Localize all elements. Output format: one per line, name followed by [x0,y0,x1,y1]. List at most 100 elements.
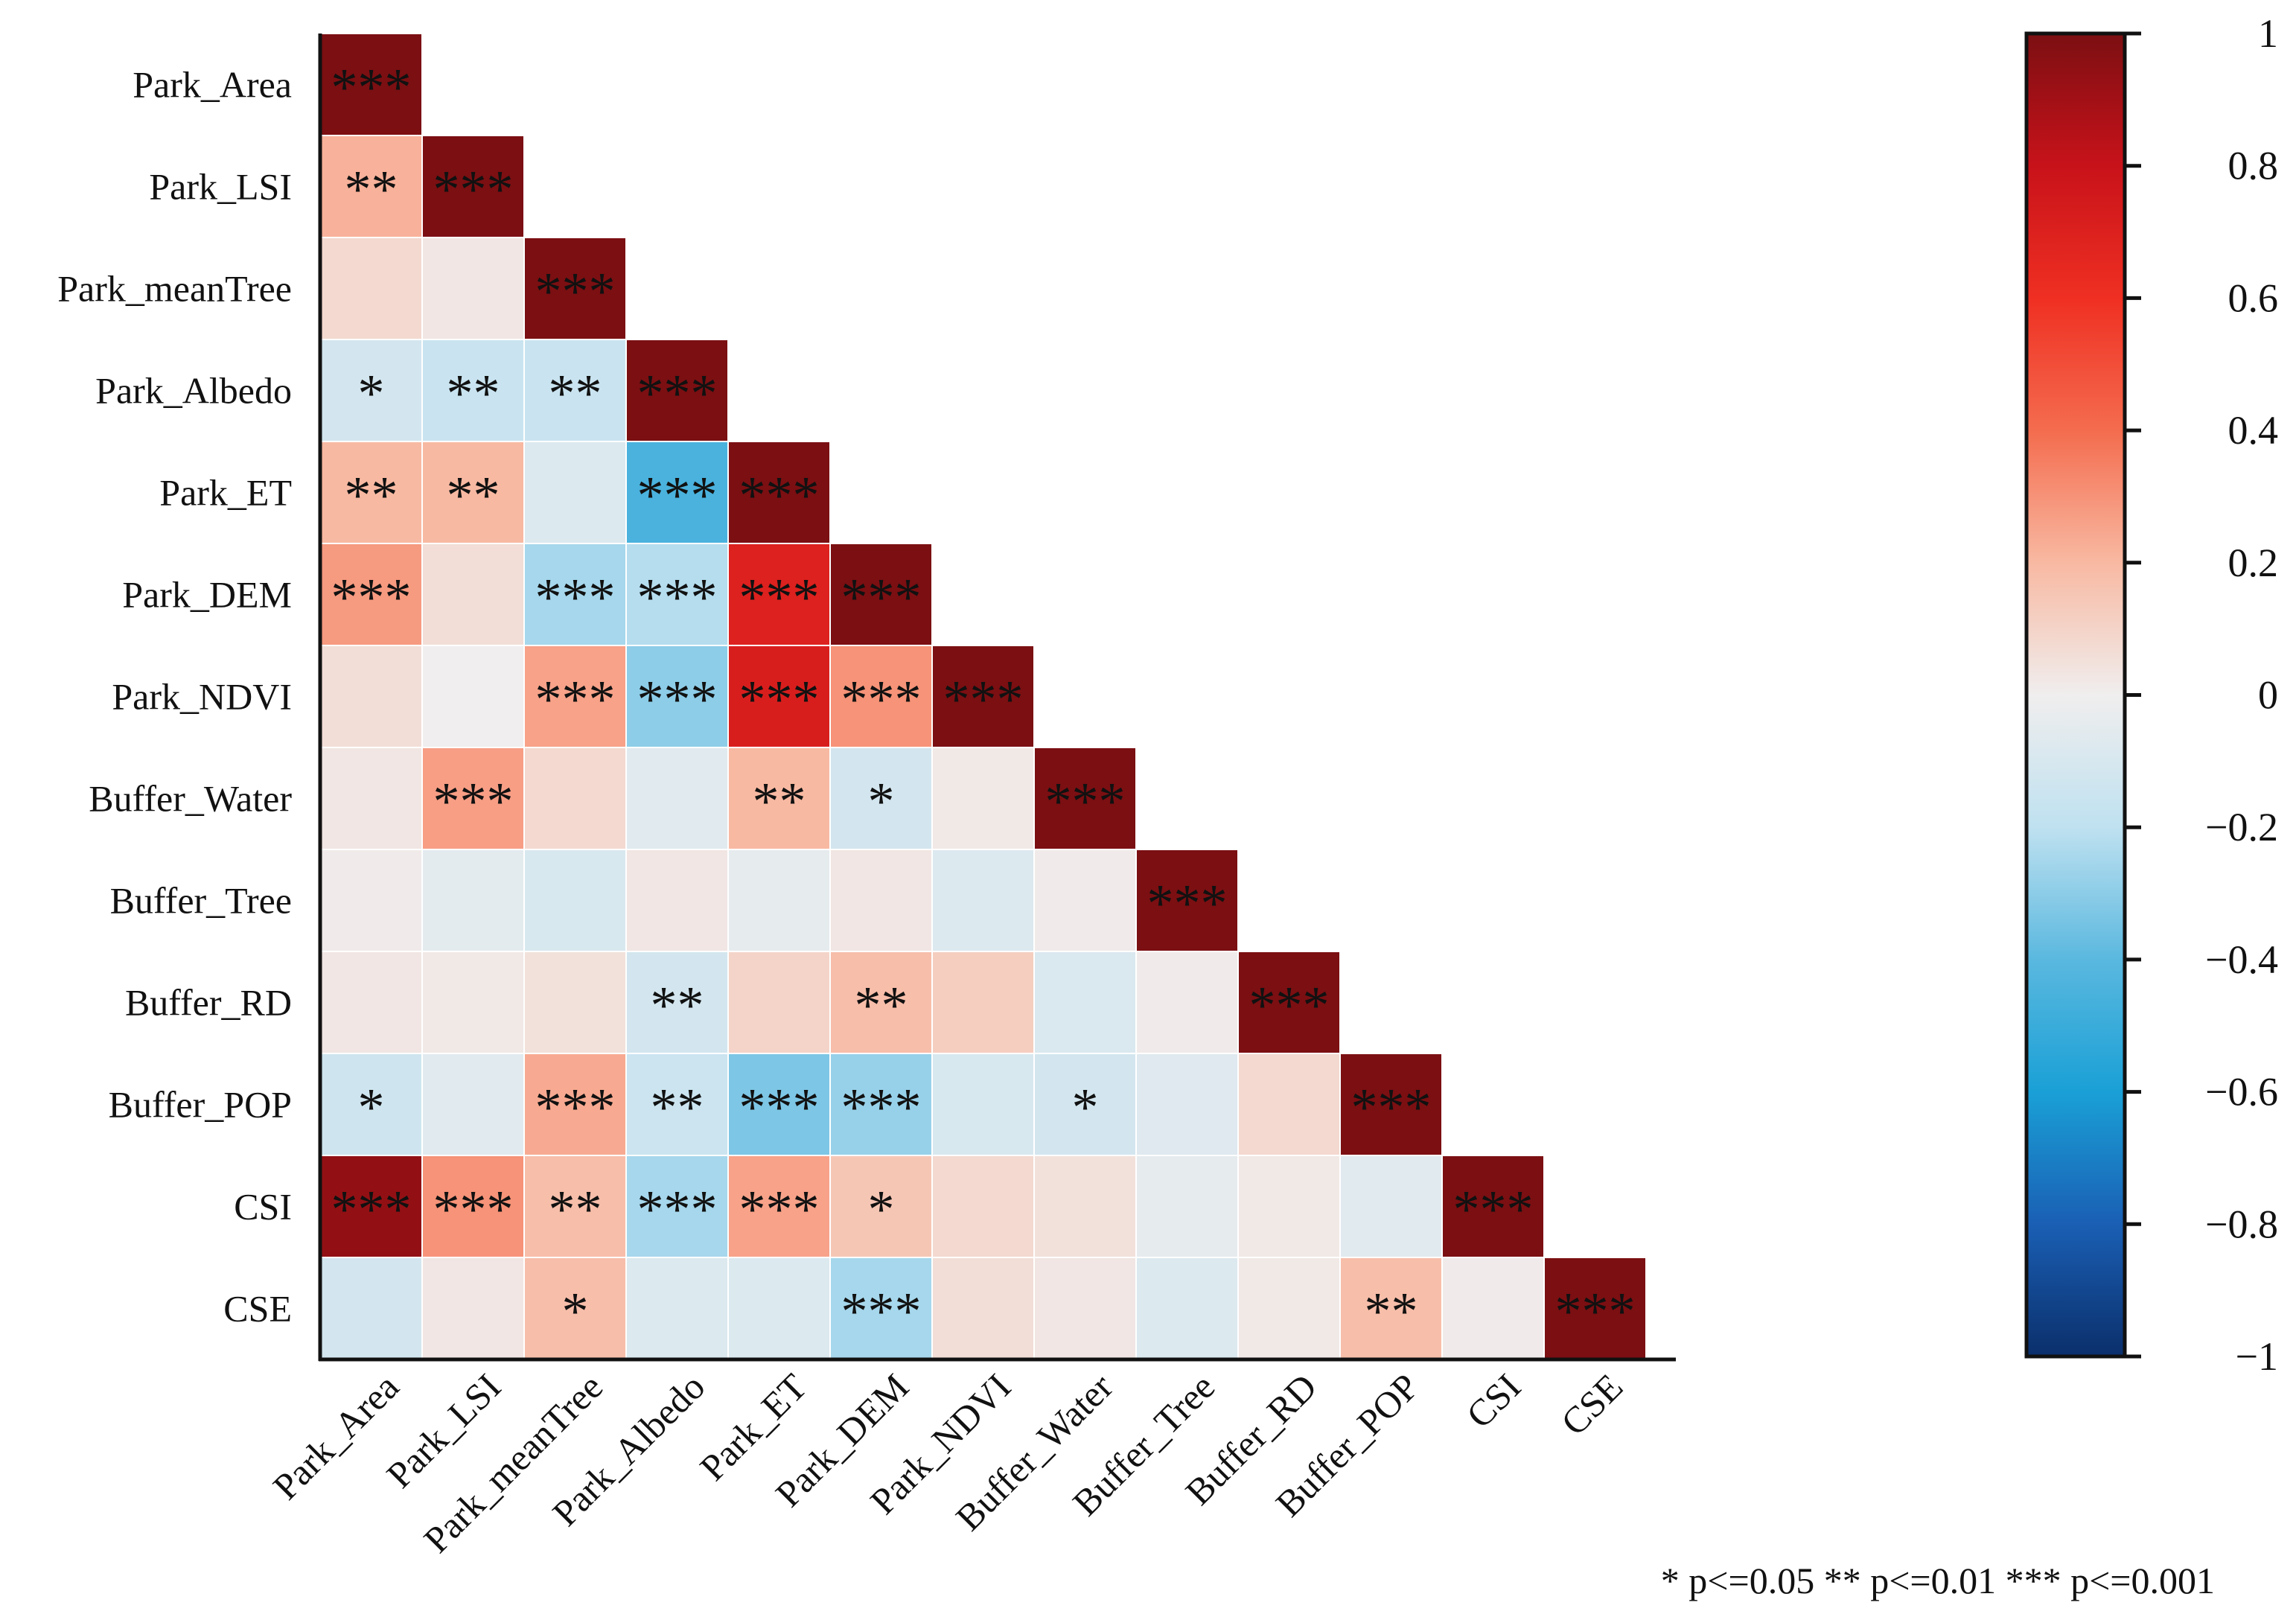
significance-star: *** [841,568,922,628]
heatmap-cell [421,849,525,952]
row-label: CSI [234,1186,292,1228]
colorbar-tick-label: 0.2 [2228,540,2279,585]
significance-star: * [868,1180,895,1240]
row-label: Park_DEM [122,574,292,616]
row-label: Park_Area [133,64,292,106]
significance-star: *** [637,670,718,730]
heatmap-cell [523,849,627,952]
heatmap-cell [319,849,423,952]
heatmap-cell [1135,1053,1239,1156]
row-label: Buffer_Water [89,778,292,820]
colorbar-tick-label: 0 [2258,673,2278,718]
significance-star: *** [739,670,820,730]
column-label: Park_Area [265,1365,407,1508]
row-label: Park_LSI [149,166,292,208]
colorbar-tick-label: −0.6 [2205,1070,2278,1114]
significance-star: *** [943,670,1024,730]
heatmap-cell [931,1053,1035,1156]
row-label: Park_NDVI [112,676,292,718]
significance-star: *** [433,1180,514,1240]
significance-star: ** [345,466,398,526]
heatmap-cell [625,543,729,646]
heatmap-cell [1135,1155,1239,1258]
heatmap-cell [1441,1257,1545,1360]
heatmap-cell [931,645,1035,748]
heatmap-cell [931,951,1035,1054]
heatmap-cell [421,135,525,238]
colorbar-tick-label: −0.4 [2205,937,2278,982]
colorbar-tick-label: 1 [2258,11,2278,56]
heatmap-cell [727,543,831,646]
heatmap-cell [829,543,933,646]
significance-star: *** [1453,1180,1534,1240]
heatmap-cell [625,645,729,748]
heatmap-cell [1033,951,1137,1054]
row-label: Buffer_RD [125,982,292,1024]
heatmap-cell [523,237,627,340]
row-label: Buffer_POP [109,1084,292,1126]
heatmap-cell [523,543,627,646]
heatmap-cell [319,747,423,850]
significance-star: *** [1351,1078,1432,1138]
heatmap-cell [625,951,729,1054]
significance-star: *** [1045,772,1126,832]
heatmap-cell [829,951,933,1054]
significance-star: *** [433,772,514,832]
column-label: Park_meanTree [415,1365,610,1560]
heatmap-cell [523,951,627,1054]
significance-star: ** [651,976,704,1036]
significance-star: *** [331,58,412,118]
significance-star: *** [739,1180,820,1240]
significance-star: * [358,1078,385,1138]
significance-star: *** [637,568,718,628]
significance-star: ** [753,772,806,832]
colorbar-ticks: 1 0.8 0.6 0.4 0.2 0 −0.2 −0.4 −0.6 −0.8 −1 [2125,11,2278,1379]
colorbar-tick-label: −0.8 [2205,1202,2278,1246]
significance-star: *** [841,670,922,730]
significance-star: *** [739,1078,820,1138]
significance-star: ** [855,976,908,1036]
heatmap-cell [727,849,831,952]
column-label: CSI [1458,1365,1529,1436]
row-label: Buffer_Tree [110,880,292,922]
heatmap-cell [319,1053,423,1156]
heatmap-cell [319,135,423,238]
heatmap-cell [1237,1053,1341,1156]
heatmap-cell [421,441,525,544]
significance-star: *** [433,160,514,220]
heatmap-cell [829,1053,933,1156]
significance-star: ** [549,1180,602,1240]
heatmap-cell [829,849,933,952]
heatmap-cell [1135,1257,1239,1360]
heatmap-cell [1237,951,1341,1054]
significance-star: *** [739,466,820,526]
heatmap-cell [931,1155,1035,1258]
row-label: Park_ET [159,472,292,514]
row-labels: Park_Area Park_LSI Park_meanTree Park_Albed… [57,64,292,1330]
heatmap-cell [319,1257,423,1360]
heatmap-cell [625,441,729,544]
significance-star: *** [331,568,412,628]
heatmap-cell [1237,1257,1341,1360]
significance-star: *** [637,1180,718,1240]
heatmap-cell [931,849,1035,952]
heatmap-cell [319,645,423,748]
significance-legend: * p<=0.05 ** p<=0.01 *** p<=0.001 [1661,1560,2215,1601]
significance-star: ** [447,364,500,424]
significance-star: * [358,364,385,424]
column-label: CSE [1553,1365,1630,1443]
significance-star: *** [841,1078,922,1138]
heatmap-cell [319,1155,423,1258]
heatmap-cell [523,1257,627,1360]
heatmap-cell [625,1257,729,1360]
heatmap-cell [727,441,831,544]
significance-star: ** [345,160,398,220]
heatmap-cell [1033,1155,1137,1258]
heatmap-cell [523,441,627,544]
heatmap-cell [319,951,423,1054]
significance-star: *** [535,262,616,322]
significance-star: ** [549,364,602,424]
colorbar-tick-label: 0.4 [2228,408,2279,453]
colorbar-tick-label: −1 [2236,1334,2278,1379]
